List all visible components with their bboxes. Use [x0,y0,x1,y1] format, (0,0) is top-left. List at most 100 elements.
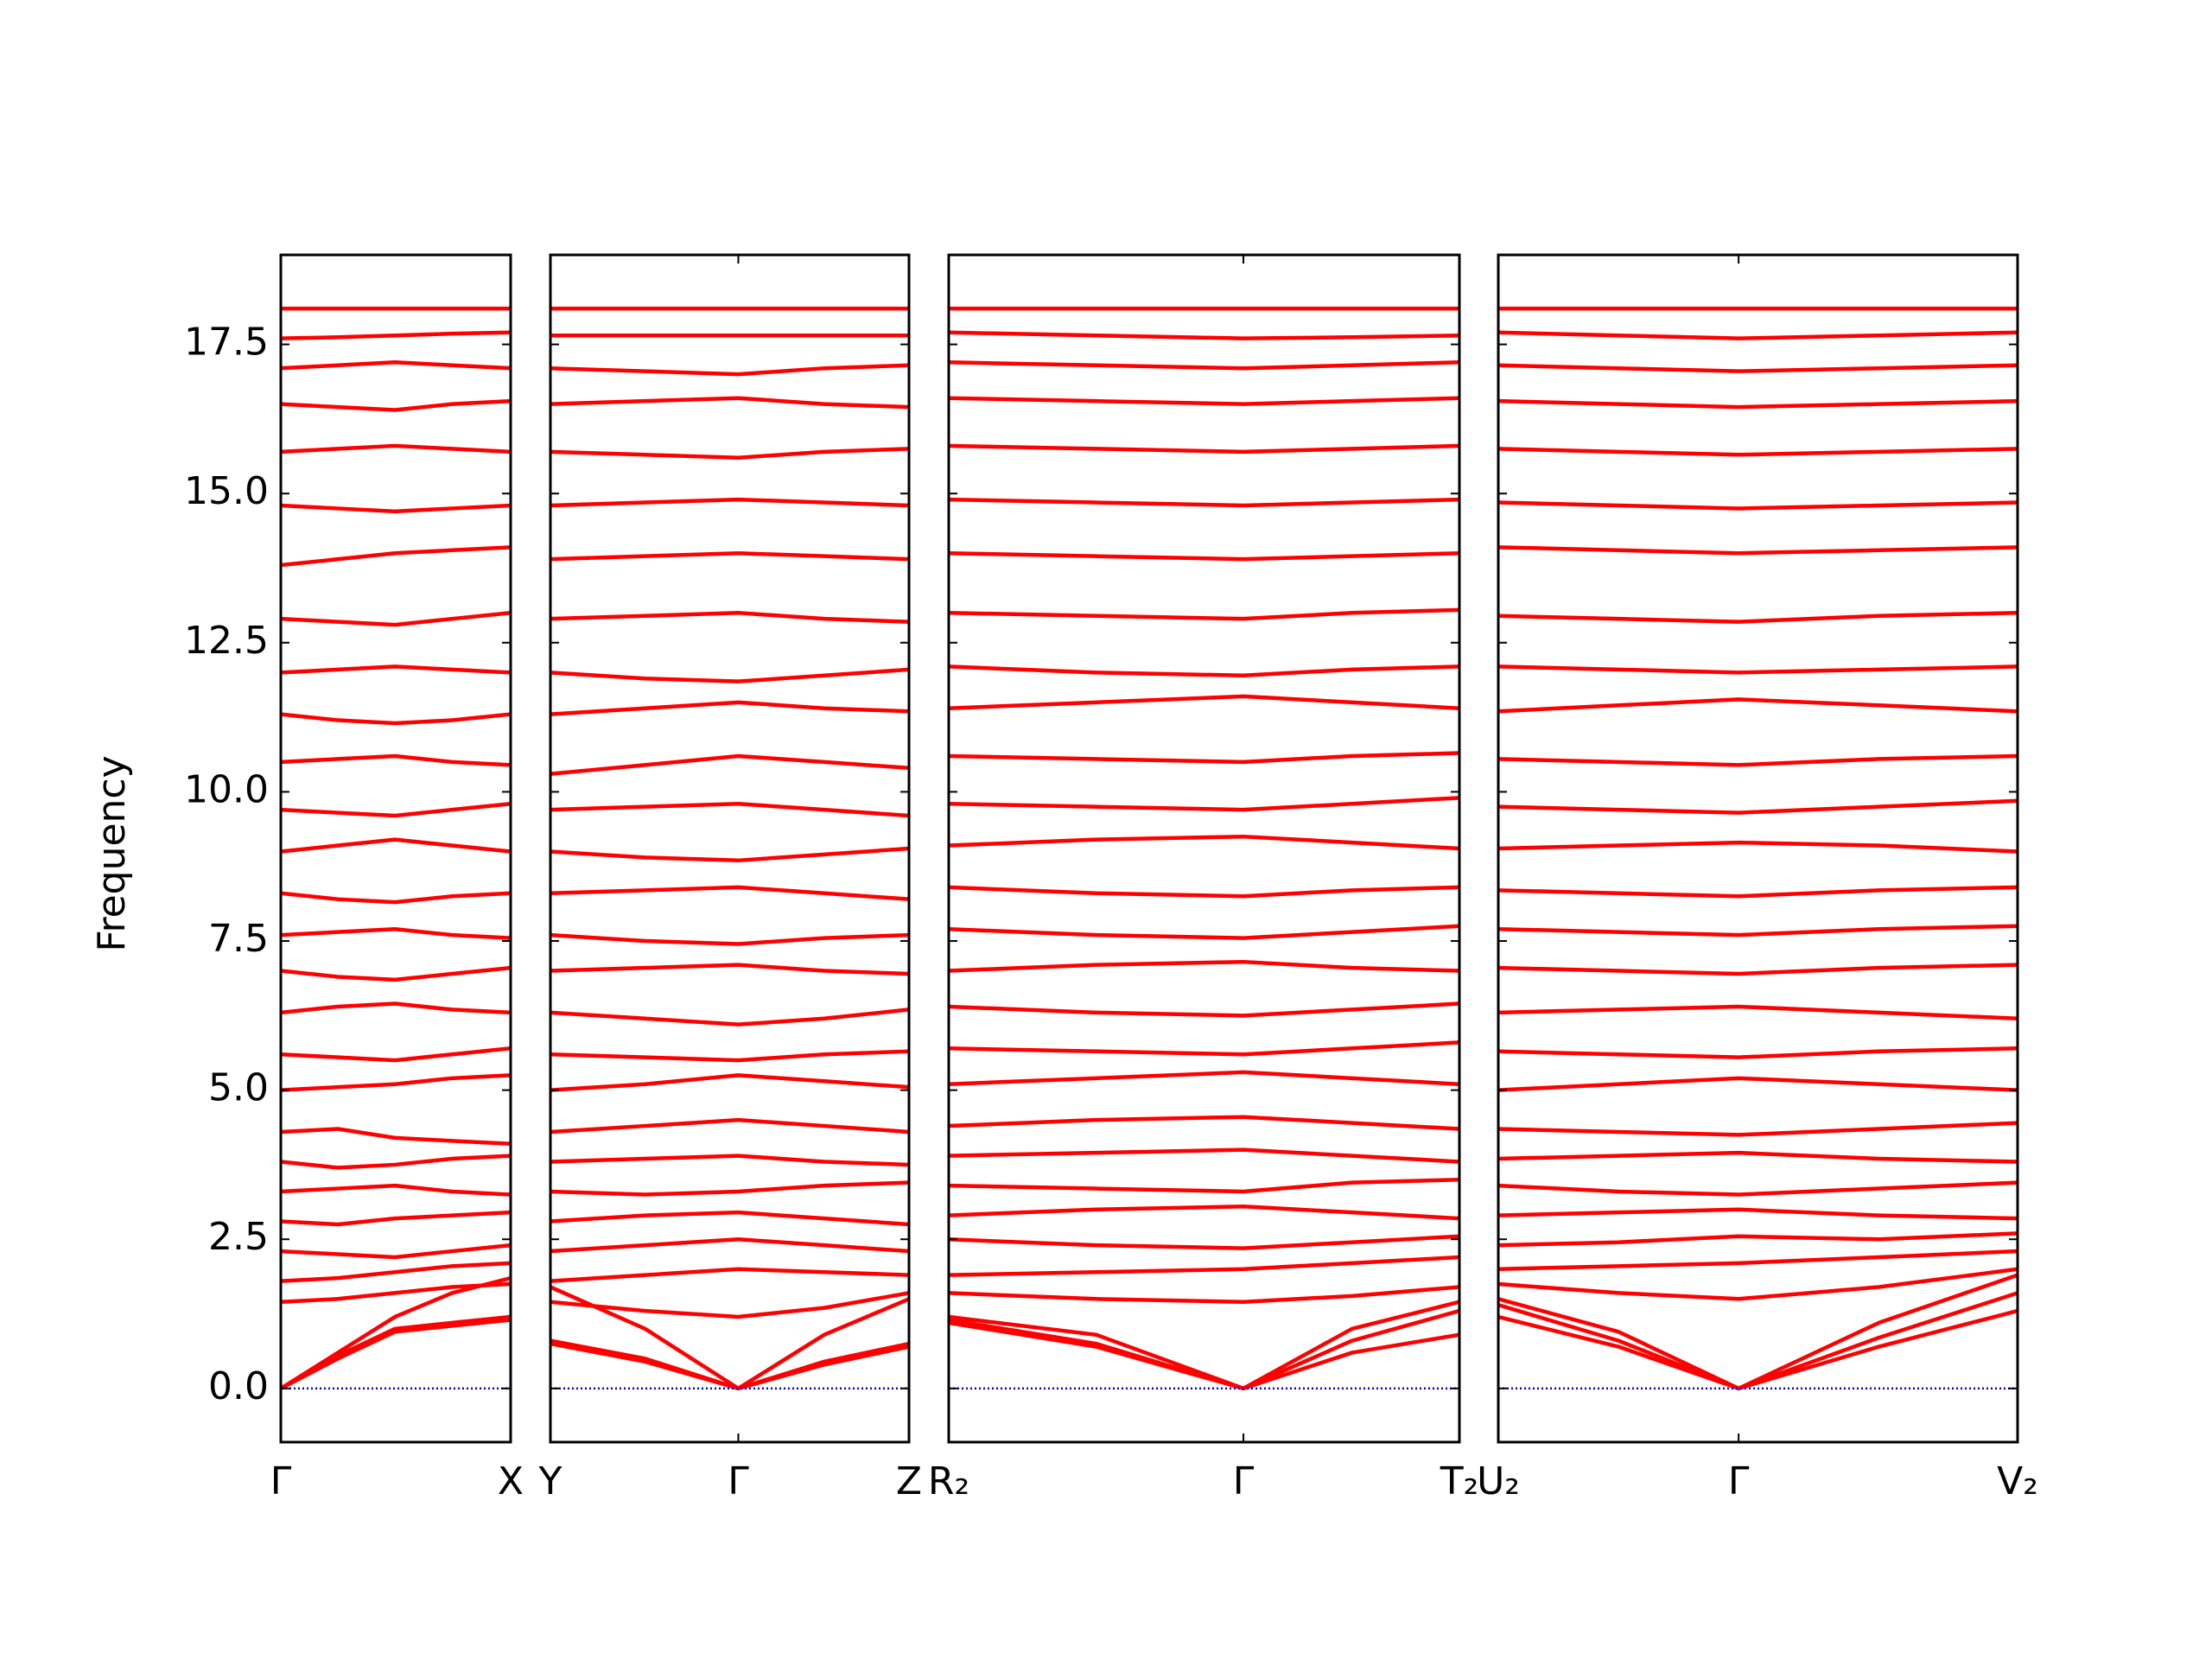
y-tick-label: 12.5 [184,619,269,663]
band-line [949,396,1459,406]
x-tick-label: R₂ [928,1459,969,1503]
band-line [281,801,511,818]
band-line [281,1046,511,1063]
y-tick-label: 7.5 [208,917,269,961]
band-line [550,885,909,901]
band-line [1498,1267,2018,1301]
band-line [1498,611,2018,624]
band-line [949,1300,1459,1391]
band-line [1498,1046,2018,1059]
band-line [281,611,511,627]
band-line [550,1180,909,1197]
band-line [949,1040,1459,1057]
band-line [281,1210,511,1227]
band-line [281,1281,511,1304]
band-line [1498,1004,2018,1021]
band-line [949,1205,1459,1221]
band-line [550,1285,909,1391]
axes-frame [947,253,1461,1444]
band-line [281,1183,511,1197]
band-line [550,753,909,776]
band-line [1498,1150,2018,1164]
band-line [1498,885,2018,899]
band-line [550,1210,909,1227]
band-line [550,1073,909,1092]
band-line [281,1001,511,1015]
band-line [281,1261,511,1283]
band-line [1498,500,2018,511]
band-line [550,963,909,976]
band-line [550,932,909,946]
band-line [1498,545,2018,556]
band-line [949,796,1459,812]
band-line [281,1127,511,1147]
x-tick-label: Z [896,1459,922,1503]
band-line [949,1234,1459,1250]
band-line [281,1073,511,1092]
band-line [949,664,1459,678]
x-tick-label: Γ [1728,1459,1750,1503]
band-line [281,360,511,371]
band-line [281,891,511,905]
band-line [550,497,909,508]
band-line [1498,840,2018,854]
band-line [1498,753,2018,767]
band-line [949,360,1459,371]
band-line [281,965,511,982]
band-line [1498,447,2018,457]
band-line [550,447,909,460]
band-line [1498,697,2018,714]
band-line [949,550,1459,562]
x-tick-label: U₂ [1477,1459,1520,1503]
band-line [1498,1207,2018,1221]
x-tick-label: Γ [1233,1459,1255,1503]
band-line [281,398,511,412]
x-tick-label: Γ [270,1459,292,1503]
x-tick-label: T₂ [1440,1459,1479,1503]
band-line [1498,1231,2018,1248]
band-line [550,801,909,818]
band-line [550,611,909,624]
band-line [1498,330,2018,340]
band-line [949,1070,1459,1086]
band-line [550,1154,909,1167]
y-tick-label: 10.0 [184,767,269,811]
band-line [281,753,511,767]
band-line [550,363,909,377]
band-line [550,550,909,562]
band-line [949,443,1459,454]
axes-frame [1497,253,2019,1444]
band-line [281,1314,511,1390]
band-line [949,1177,1459,1194]
band-line [281,1243,511,1260]
band-line [1498,1121,2018,1137]
band-line [550,1049,909,1063]
band-line [281,712,511,726]
band-line [281,837,511,854]
band-line [949,1285,1459,1304]
band-line [281,1275,511,1390]
band-line [281,664,511,675]
band-line [949,694,1459,710]
band-line [1498,1273,2018,1391]
band-line [550,396,909,410]
band-line [949,959,1459,973]
band-line [1498,1249,2018,1272]
band-line [1498,398,2018,410]
band-line [1498,1291,2018,1391]
band-line [550,667,909,683]
band-line [949,330,1459,340]
band-line [949,1147,1459,1164]
y-tick-label: 2.5 [208,1215,269,1259]
band-line [1498,363,2018,373]
band-line [281,926,511,940]
band-line [1498,1180,2018,1197]
band-line [1498,798,2018,815]
axes-frame [549,253,911,1444]
band-line [550,1267,909,1283]
x-tick-label: Y [538,1459,563,1503]
band-line [949,1001,1459,1018]
band-line [281,443,511,454]
band-line [550,1291,909,1319]
